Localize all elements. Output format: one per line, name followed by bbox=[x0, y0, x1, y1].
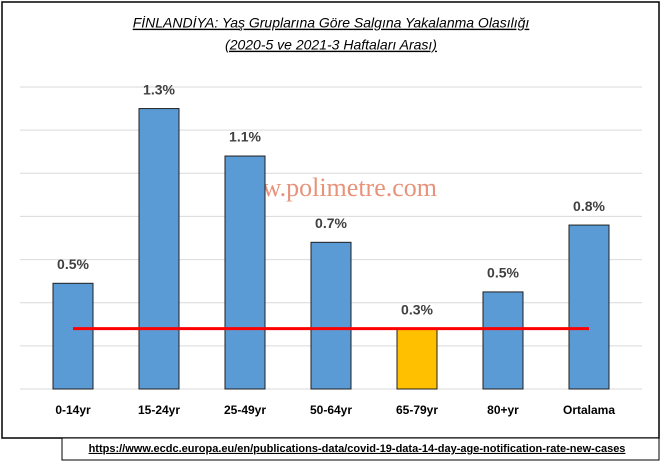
bar bbox=[52, 282, 94, 390]
x-tick-label: 25-49yr bbox=[224, 403, 266, 417]
x-tick-label: 65-79yr bbox=[396, 403, 438, 417]
bar bbox=[482, 291, 524, 390]
x-tick-label: 50-64yr bbox=[310, 403, 352, 417]
x-tick-label: 0-14yr bbox=[55, 403, 91, 417]
source-box bbox=[61, 437, 660, 461]
bar bbox=[568, 224, 610, 390]
value-label: 0.5% bbox=[487, 265, 519, 281]
bar bbox=[310, 241, 352, 390]
bar bbox=[224, 155, 266, 390]
bar bbox=[138, 108, 180, 390]
value-label: 0.5% bbox=[57, 256, 89, 272]
chart-title: FİNLANDİYA: Yaş Gruplarına Göre Salgına … bbox=[133, 15, 530, 31]
x-tick-label: 15-24yr bbox=[138, 403, 180, 417]
source: https://www.ecdc.europa.eu/en/publicatio… bbox=[89, 443, 626, 455]
value-label: 0.7% bbox=[315, 215, 347, 231]
bar bbox=[396, 328, 438, 390]
value-label: 0.8% bbox=[573, 198, 605, 214]
x-tick-label: 80+yr bbox=[487, 403, 519, 417]
value-label: 0.3% bbox=[401, 301, 433, 317]
value-label: 1.1% bbox=[229, 129, 261, 145]
x-tick-label: Ortalama bbox=[563, 403, 615, 417]
value-label: 1.3% bbox=[143, 81, 175, 97]
chart-subtitle: (2020-5 ve 2021-3 Haftaları Arası) bbox=[225, 37, 437, 53]
